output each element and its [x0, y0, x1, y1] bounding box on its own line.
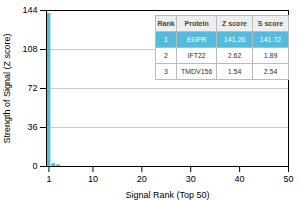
html-text:2.62: 2.62 — [227, 51, 242, 59]
html-text:2: 2 — [164, 51, 168, 59]
svg-text:1: 1 — [46, 174, 51, 184]
html-text:1.89: 1.89 — [263, 51, 278, 59]
html-text:IFT22: IFT22 — [187, 51, 206, 59]
svg-text:144: 144 — [22, 5, 37, 15]
svg-text:Strength of Signal (Z score): Strength of Signal (Z score) — [2, 33, 12, 143]
html-text:2.54: 2.54 — [263, 67, 278, 75]
html-text:141.72: 141.72 — [259, 35, 282, 43]
svg-text:50: 50 — [283, 174, 293, 184]
svg-text:30: 30 — [186, 174, 196, 184]
html-text:1.54: 1.54 — [227, 67, 242, 75]
svg-text:10: 10 — [88, 174, 98, 184]
svg-text:108: 108 — [22, 44, 37, 54]
html-text:Rank: Rank — [157, 19, 175, 27]
html-text:EGFR: EGFR — [186, 35, 207, 43]
svg-text:Signal Rank (Top 50): Signal Rank (Top 50) — [125, 190, 209, 200]
html-text:141.26: 141.26 — [223, 35, 246, 43]
html-text:3: 3 — [164, 67, 168, 75]
svg-text:40: 40 — [235, 174, 245, 184]
svg-text:36: 36 — [27, 122, 37, 132]
svg-text:0: 0 — [32, 161, 37, 171]
svg-text:20: 20 — [137, 174, 147, 184]
html-text:TMDV156: TMDV156 — [180, 67, 213, 75]
html-text:Protein: Protein — [184, 19, 209, 27]
svg-text:72: 72 — [27, 83, 37, 93]
html-text:1: 1 — [164, 35, 168, 43]
html-text:Z score: Z score — [222, 19, 247, 27]
html-text:S score: S score — [257, 19, 284, 27]
